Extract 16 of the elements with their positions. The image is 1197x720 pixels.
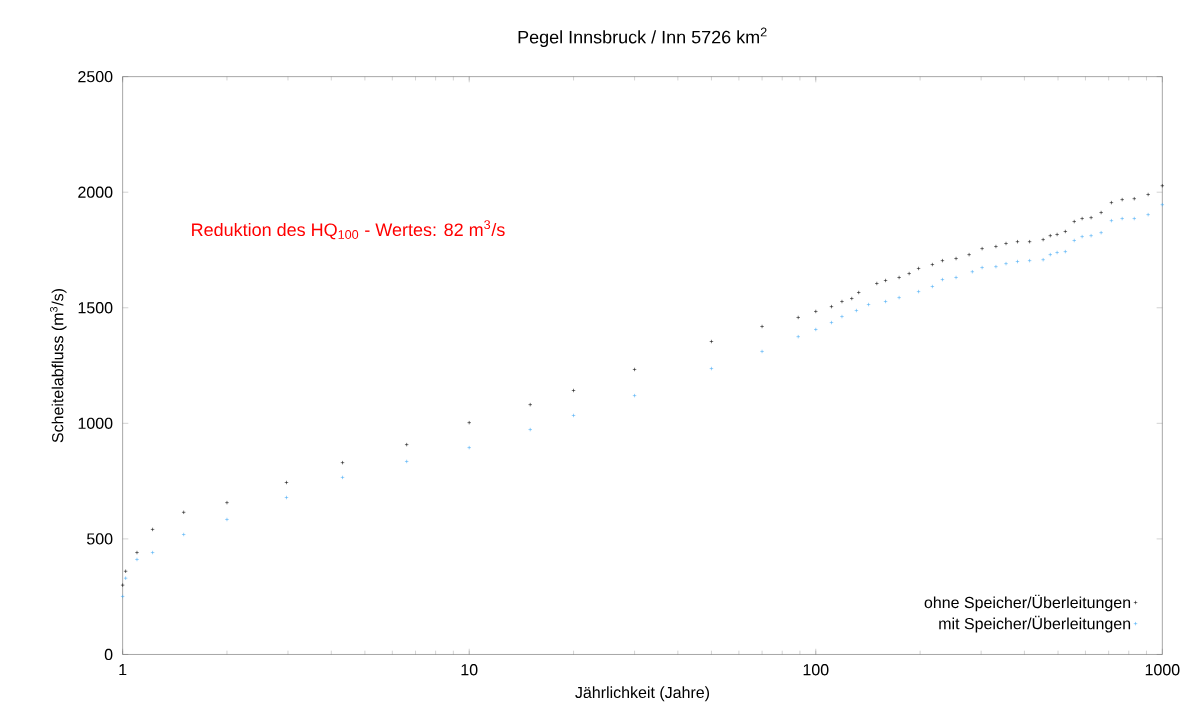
y-tick-label: 2500 — [78, 71, 113, 83]
x-tick-label: 1000 — [1145, 664, 1180, 676]
x-tick-label: 1 — [119, 664, 127, 676]
y-tick-label: 0 — [104, 648, 113, 661]
x-axis-title: Jährlichkeit (Jahre) — [575, 686, 710, 702]
annotation: Reduktion des HQ$_{100}$ - Wertes: 82 m$^{3}$/s — [192, 220, 505, 240]
y-tick-label: 1500 — [78, 302, 113, 314]
y-tick-label: 500 — [87, 533, 113, 545]
y-tick-label: 1000 — [78, 417, 113, 430]
x-tick-label: 100 — [803, 664, 829, 676]
legend-label: ohne Speicher/Überleitungen — [924, 594, 1131, 612]
legend-label: mit Speicher/Überleitungen — [939, 615, 1131, 633]
chart-title: Pegel Innsbruck / Inn 5726 km$^{2}$ — [518, 27, 767, 48]
y-axis-title: Scheitelabfluss (m$^{3}$/s) — [49, 289, 67, 443]
y-tick-label: 2000 — [78, 186, 113, 198]
x-tick-label: 10 — [461, 664, 478, 676]
